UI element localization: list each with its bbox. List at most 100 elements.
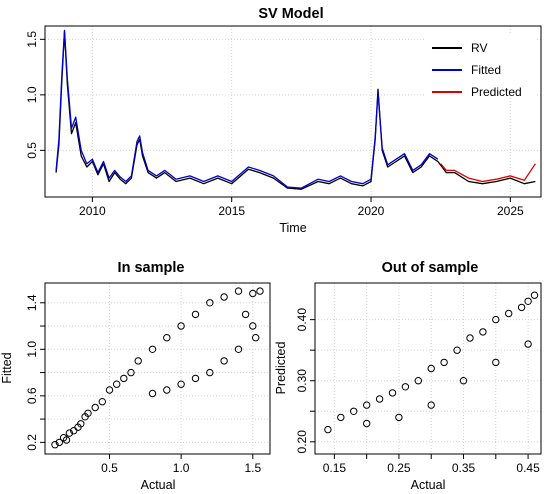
out-of-sample-point bbox=[492, 358, 500, 367]
out-of-sample-point bbox=[492, 315, 500, 324]
in-sample-y-axis: 0.2 0.6 1.0 1.4 bbox=[25, 294, 45, 451]
sv-model-x-axis: 2010 2015 2020 2025 bbox=[79, 197, 524, 218]
out-of-sample-point bbox=[350, 407, 358, 415]
in-sample-point bbox=[177, 322, 185, 330]
series-line-fitted bbox=[55, 29, 439, 189]
out-of-sample-point bbox=[388, 389, 397, 397]
in-sample-point bbox=[249, 322, 257, 330]
in-sample-plot-frame bbox=[44, 282, 271, 455]
out-of-sample-point bbox=[363, 401, 371, 409]
in-sample-point bbox=[55, 438, 63, 447]
in-sample-point bbox=[51, 441, 59, 449]
in-sample-panel: In sample 0.5 1.0 1.5 0.20.61.01.4 Actual … bbox=[0, 260, 271, 492]
out-of-sample-x-tick-label: 0.15 bbox=[323, 461, 347, 475]
out-of-sample-point bbox=[414, 377, 422, 385]
out-of-sample-point bbox=[375, 395, 384, 403]
in-sample-point bbox=[220, 357, 228, 365]
in-sample-title: In sample bbox=[118, 260, 185, 276]
out-of-sample-point bbox=[453, 346, 461, 354]
in-sample-point bbox=[256, 287, 264, 295]
out-of-sample-point bbox=[363, 419, 371, 428]
in-sample-point bbox=[252, 334, 260, 342]
out-of-sample-y-tick-label: 0.20 bbox=[295, 430, 309, 454]
out-of-sample-point bbox=[427, 401, 435, 409]
sv-model-x-tick-label: 2020 bbox=[358, 204, 385, 218]
sv-model-panel: SV Model 2010 2015 2020 2025 0.5 1.0 1.5 Time… bbox=[25, 6, 542, 235]
out-of-sample-y-axis: 0.20 0.30 0.40 bbox=[295, 308, 315, 454]
in-sample-point bbox=[77, 420, 85, 428]
out-of-sample-point bbox=[517, 303, 526, 312]
out-of-sample-x-label: Actual bbox=[411, 478, 446, 492]
sv-model-y-tick-label: 1.0 bbox=[25, 86, 39, 103]
out-of-sample-point bbox=[440, 358, 448, 367]
in-sample-point bbox=[62, 436, 71, 444]
out-of-sample-point bbox=[324, 425, 332, 434]
in-sample-x-axis: 0.5 1.0 1.5 bbox=[101, 454, 261, 475]
in-sample-point bbox=[98, 398, 107, 406]
in-sample-point bbox=[234, 345, 243, 353]
in-sample-point bbox=[163, 386, 171, 394]
in-sample-point bbox=[148, 345, 157, 353]
sv-model-series bbox=[55, 29, 536, 190]
in-sample-point bbox=[234, 287, 243, 295]
in-sample-point bbox=[220, 293, 228, 301]
in-sample-point bbox=[134, 357, 142, 365]
in-sample-point bbox=[191, 310, 200, 319]
in-sample-y-tick-label: 0.2 bbox=[25, 434, 39, 451]
sv-model-x-tick-label: 2015 bbox=[218, 204, 245, 218]
in-sample-point bbox=[163, 334, 171, 342]
series-line-rv bbox=[55, 30, 536, 190]
in-sample-points bbox=[51, 287, 264, 449]
legend-label-fitted: Fitted bbox=[471, 63, 501, 77]
out-of-sample-point bbox=[505, 309, 513, 318]
out-of-sample-points bbox=[324, 291, 539, 434]
out-of-sample-x-axis: 0.15 0.25 0.35 0.45 bbox=[323, 454, 540, 475]
sv-model-x-label: Time bbox=[279, 221, 306, 235]
in-sample-y-tick-label: 0.6 bbox=[25, 387, 39, 404]
sv-model-y-tick-label: 1.5 bbox=[25, 31, 39, 48]
out-of-sample-point bbox=[337, 413, 345, 422]
legend-label-predicted: Predicted bbox=[471, 85, 522, 99]
in-sample-point bbox=[113, 380, 121, 388]
in-sample-point bbox=[127, 368, 135, 377]
in-sample-y-tick-label: 1.0 bbox=[25, 341, 39, 358]
sv-model-y-axis: 0.5 1.0 1.5 bbox=[25, 31, 45, 159]
out-of-sample-point bbox=[459, 377, 468, 385]
in-sample-point bbox=[120, 374, 128, 383]
in-sample-point bbox=[249, 289, 257, 298]
out-of-sample-x-tick-label: 0.25 bbox=[387, 461, 411, 475]
out-of-sample-point bbox=[427, 364, 435, 373]
sv-model-title: SV Model bbox=[258, 6, 323, 22]
out-of-sample-x-tick-label: 0.35 bbox=[452, 461, 476, 475]
out-of-sample-panel: Out of sample 0.15 0.25 0.35 0.45 0.200.300… bbox=[274, 260, 542, 492]
sv-model-y-tick-label: 0.5 bbox=[25, 142, 39, 159]
out-of-sample-y-tick-label: 0.30 bbox=[295, 369, 309, 393]
out-of-sample-x-tick-label: 0.45 bbox=[516, 461, 540, 475]
legend-label-rv: RV bbox=[471, 41, 487, 55]
in-sample-point bbox=[105, 386, 114, 394]
sv-model-x-tick-label: 2025 bbox=[497, 204, 524, 218]
in-sample-point bbox=[191, 374, 200, 383]
in-sample-point bbox=[91, 403, 99, 412]
out-of-sample-point bbox=[530, 291, 539, 299]
in-sample-point bbox=[241, 310, 250, 319]
out-of-sample-y-label: Predicted bbox=[274, 342, 288, 395]
legend-box bbox=[425, 34, 537, 98]
in-sample-y-label: Fitted bbox=[0, 352, 14, 383]
out-of-sample-point bbox=[524, 340, 532, 348]
series-line-predicted bbox=[440, 163, 536, 183]
in-sample-point bbox=[206, 368, 214, 377]
out-of-sample-y-tick-label: 0.40 bbox=[295, 308, 309, 332]
sv-model-x-tick-label: 2010 bbox=[79, 204, 106, 218]
in-sample-y-tick-label: 1.4 bbox=[25, 294, 39, 311]
out-of-sample-point bbox=[466, 334, 474, 342]
in-sample-x-tick-label: 1.0 bbox=[173, 461, 190, 475]
in-sample-x-tick-label: 0.5 bbox=[101, 461, 118, 475]
in-sample-x-label: Actual bbox=[141, 478, 176, 492]
sv-model-legend: RV Fitted Predicted bbox=[425, 34, 537, 99]
in-sample-point bbox=[65, 429, 74, 437]
out-of-sample-point bbox=[395, 413, 403, 422]
sv-model-plot-frame bbox=[44, 25, 542, 198]
in-sample-point bbox=[148, 389, 157, 398]
